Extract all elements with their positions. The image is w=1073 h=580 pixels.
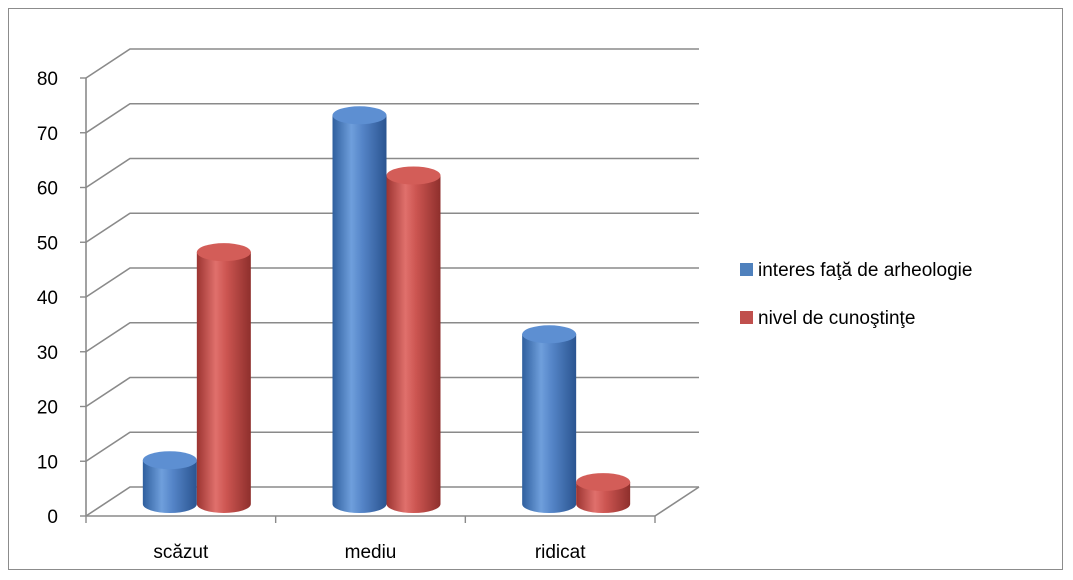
legend: interes faţă de arheologie nivel de cunoş… [740, 260, 972, 329]
tick-labels: 0 10 20 30 40 50 60 70 80 scăzut mediu ridicat [37, 69, 586, 563]
axes [80, 77, 700, 523]
bar-body [522, 334, 577, 513]
x-tick-label: mediu [345, 542, 397, 563]
y-tick-label: 60 [37, 179, 58, 200]
gridline-70 [85, 102, 699, 134]
y-tick-label: 70 [37, 124, 58, 145]
x-tick-label: scăzut [153, 542, 209, 563]
gridline-10 [85, 431, 699, 462]
legend-label: nivel de cunoştinţe [758, 308, 915, 329]
bar-top [196, 243, 251, 262]
y-tick-label: 20 [37, 398, 58, 419]
bar-body [196, 252, 251, 513]
bar-body [142, 460, 197, 513]
y-tick-label: 30 [37, 343, 58, 364]
y-tick-label: 50 [37, 233, 58, 254]
gridlines [85, 48, 699, 517]
bar-top [332, 106, 387, 125]
gridline-20 [85, 376, 699, 408]
floor-right-edge [654, 486, 700, 517]
bar-interes-ridicat [522, 325, 577, 513]
gridline-0 [85, 486, 699, 517]
bar-nivel-mediu [386, 166, 441, 513]
gridline-80 [85, 48, 699, 79]
y-tick-label: 0 [47, 507, 58, 528]
bars [142, 106, 631, 514]
bar-top [522, 325, 577, 344]
bar-nivel-scăzut [196, 243, 251, 513]
legend-label: interes faţă de arheologie [758, 260, 972, 281]
x-tick-label: ridicat [535, 542, 586, 563]
gridline-50 [85, 212, 699, 243]
gridline-30 [85, 321, 699, 353]
bar-body [386, 175, 441, 513]
legend-swatch [740, 263, 753, 276]
y-tick-label: 80 [37, 69, 58, 90]
bar-nivel-ridicat [576, 473, 631, 513]
bar-top [142, 451, 197, 470]
y-tick-label: 10 [37, 452, 58, 473]
bar-body [332, 115, 387, 514]
bar-interes-mediu [332, 106, 387, 514]
bar-top [386, 166, 441, 185]
y-tick-label: 40 [37, 288, 58, 309]
gridline-40 [85, 267, 699, 298]
legend-swatch [740, 311, 753, 324]
bar-interes-scăzut [142, 451, 197, 513]
gridline-60 [85, 157, 699, 189]
bar-top [576, 473, 631, 492]
